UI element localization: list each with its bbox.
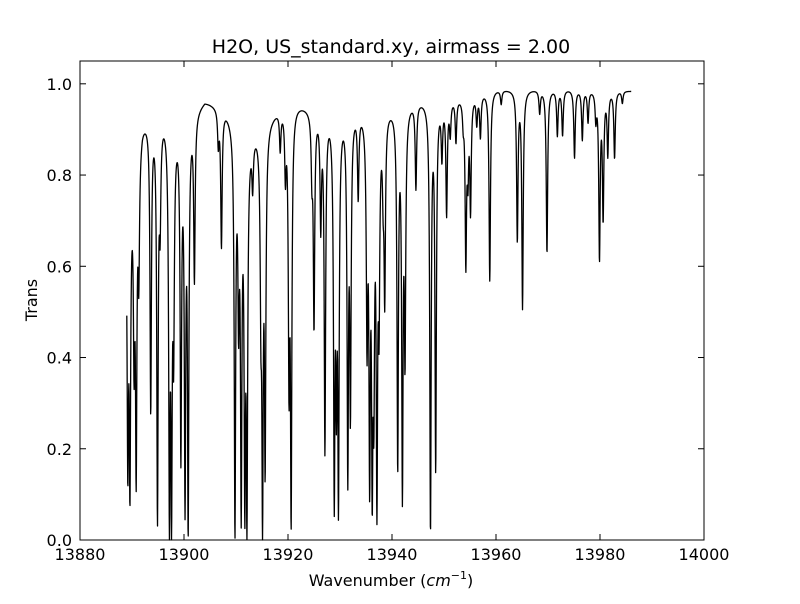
- y-tick-label: 0.6: [47, 257, 72, 276]
- y-tick-label: 1.0: [47, 75, 72, 94]
- x-tick-label: 13960: [471, 545, 522, 564]
- x-tick-label: 13980: [575, 545, 626, 564]
- y-tick-label: 0.4: [47, 349, 72, 368]
- x-axis-label-text: Wavenumber: [309, 571, 416, 590]
- plot-area: 13880 13900 13920 13940 13960 13980 14000 0.0 0.…: [47, 60, 730, 564]
- chart-title: H2O, US_standard.xy, airmass = 2.00: [212, 36, 570, 58]
- x-tick-label: 13920: [263, 545, 314, 564]
- y-tick-label: 0.2: [47, 440, 72, 459]
- x-tick-label: 14000: [679, 545, 730, 564]
- x-axis-label-unit: cm: [426, 571, 450, 590]
- x-axis-label: Wavenumber (cm−1): [309, 569, 474, 590]
- x-tick-label: 13880: [55, 545, 106, 564]
- x-tick-label: 13900: [159, 545, 210, 564]
- x-axis-label-unit-exponent: −1: [451, 569, 467, 582]
- x-tick-label: 13940: [367, 545, 418, 564]
- y-tick-label: 0.8: [47, 166, 72, 185]
- transmission-series-line: [126, 90, 632, 541]
- y-tick-label: 0.0: [47, 531, 72, 550]
- y-axis-label: Trans: [22, 279, 41, 322]
